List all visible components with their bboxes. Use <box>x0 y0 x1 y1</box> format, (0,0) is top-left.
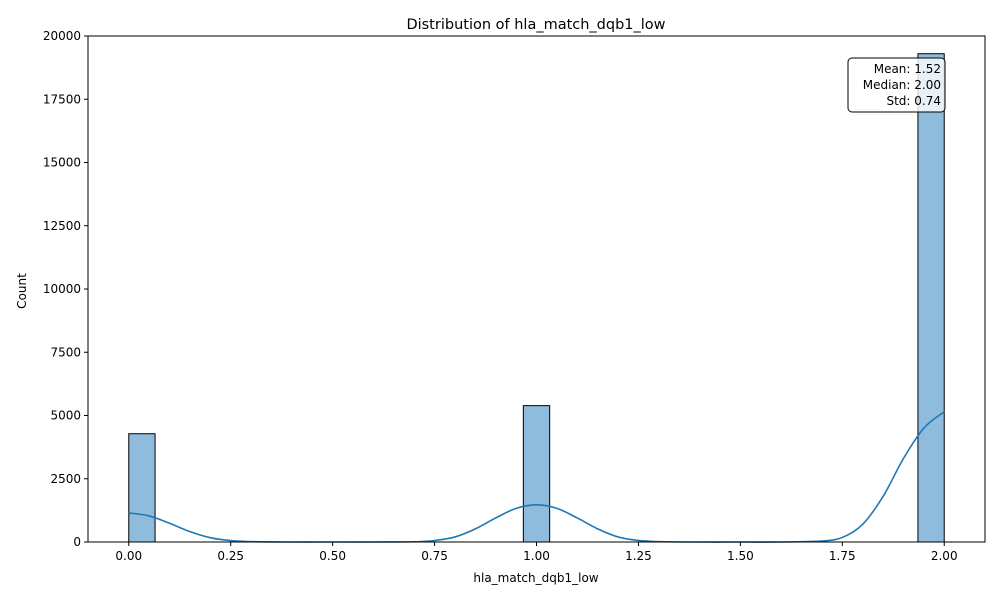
chart-title: Distribution of hla_match_dqb1_low <box>406 17 665 33</box>
y-tick-label: 0 <box>73 535 81 549</box>
histogram-bar-2 <box>917 53 945 543</box>
y-tick-label: 7500 <box>50 345 81 359</box>
x-tick-label: 1.50 <box>727 549 754 563</box>
histogram-bar-1 <box>522 405 551 543</box>
x-tick-label: 1.75 <box>829 549 856 563</box>
stats-box: Mean: 1.52 Median: 2.00 Std: 0.74 <box>847 57 946 113</box>
y-tick-label: 17500 <box>43 92 81 106</box>
y-tick-label: 15000 <box>43 156 81 170</box>
x-tick-label: 2.00 <box>931 549 958 563</box>
y-axis-label: Count <box>15 273 29 309</box>
y-tick-label: 12500 <box>43 219 81 233</box>
x-tick-label: 0.75 <box>421 549 448 563</box>
x-tick-label: 0.25 <box>217 549 244 563</box>
x-tick-label: 1.00 <box>523 549 550 563</box>
stats-mean: Mean: 1.52 <box>874 62 941 76</box>
stats-median: Median: 2.00 <box>863 78 941 92</box>
x-tick-label: 1.25 <box>625 549 652 563</box>
y-tick-label: 10000 <box>43 282 81 296</box>
kde-curve <box>128 411 945 543</box>
x-tick-label: 0.50 <box>319 549 346 563</box>
stats-box-background <box>847 57 946 113</box>
histogram-bar-0 <box>128 433 156 543</box>
y-tick-label: 20000 <box>43 29 81 43</box>
y-tick-label: 2500 <box>50 472 81 486</box>
kde-layer <box>128 411 945 543</box>
y-axis: 0 2500 5000 7500 10000 12500 15000 17500 20000 <box>43 29 88 549</box>
x-tick-label: 0.00 <box>115 549 142 563</box>
y-tick-label: 5000 <box>50 409 81 423</box>
bars-layer <box>128 53 945 543</box>
x-axis-label: hla_match_dqb1_low <box>473 571 598 585</box>
x-axis: 0.00 0.25 0.50 0.75 1.00 1.25 1.50 1.75 2.00 <box>115 542 958 563</box>
stats-std: Std: 0.74 <box>886 94 941 108</box>
